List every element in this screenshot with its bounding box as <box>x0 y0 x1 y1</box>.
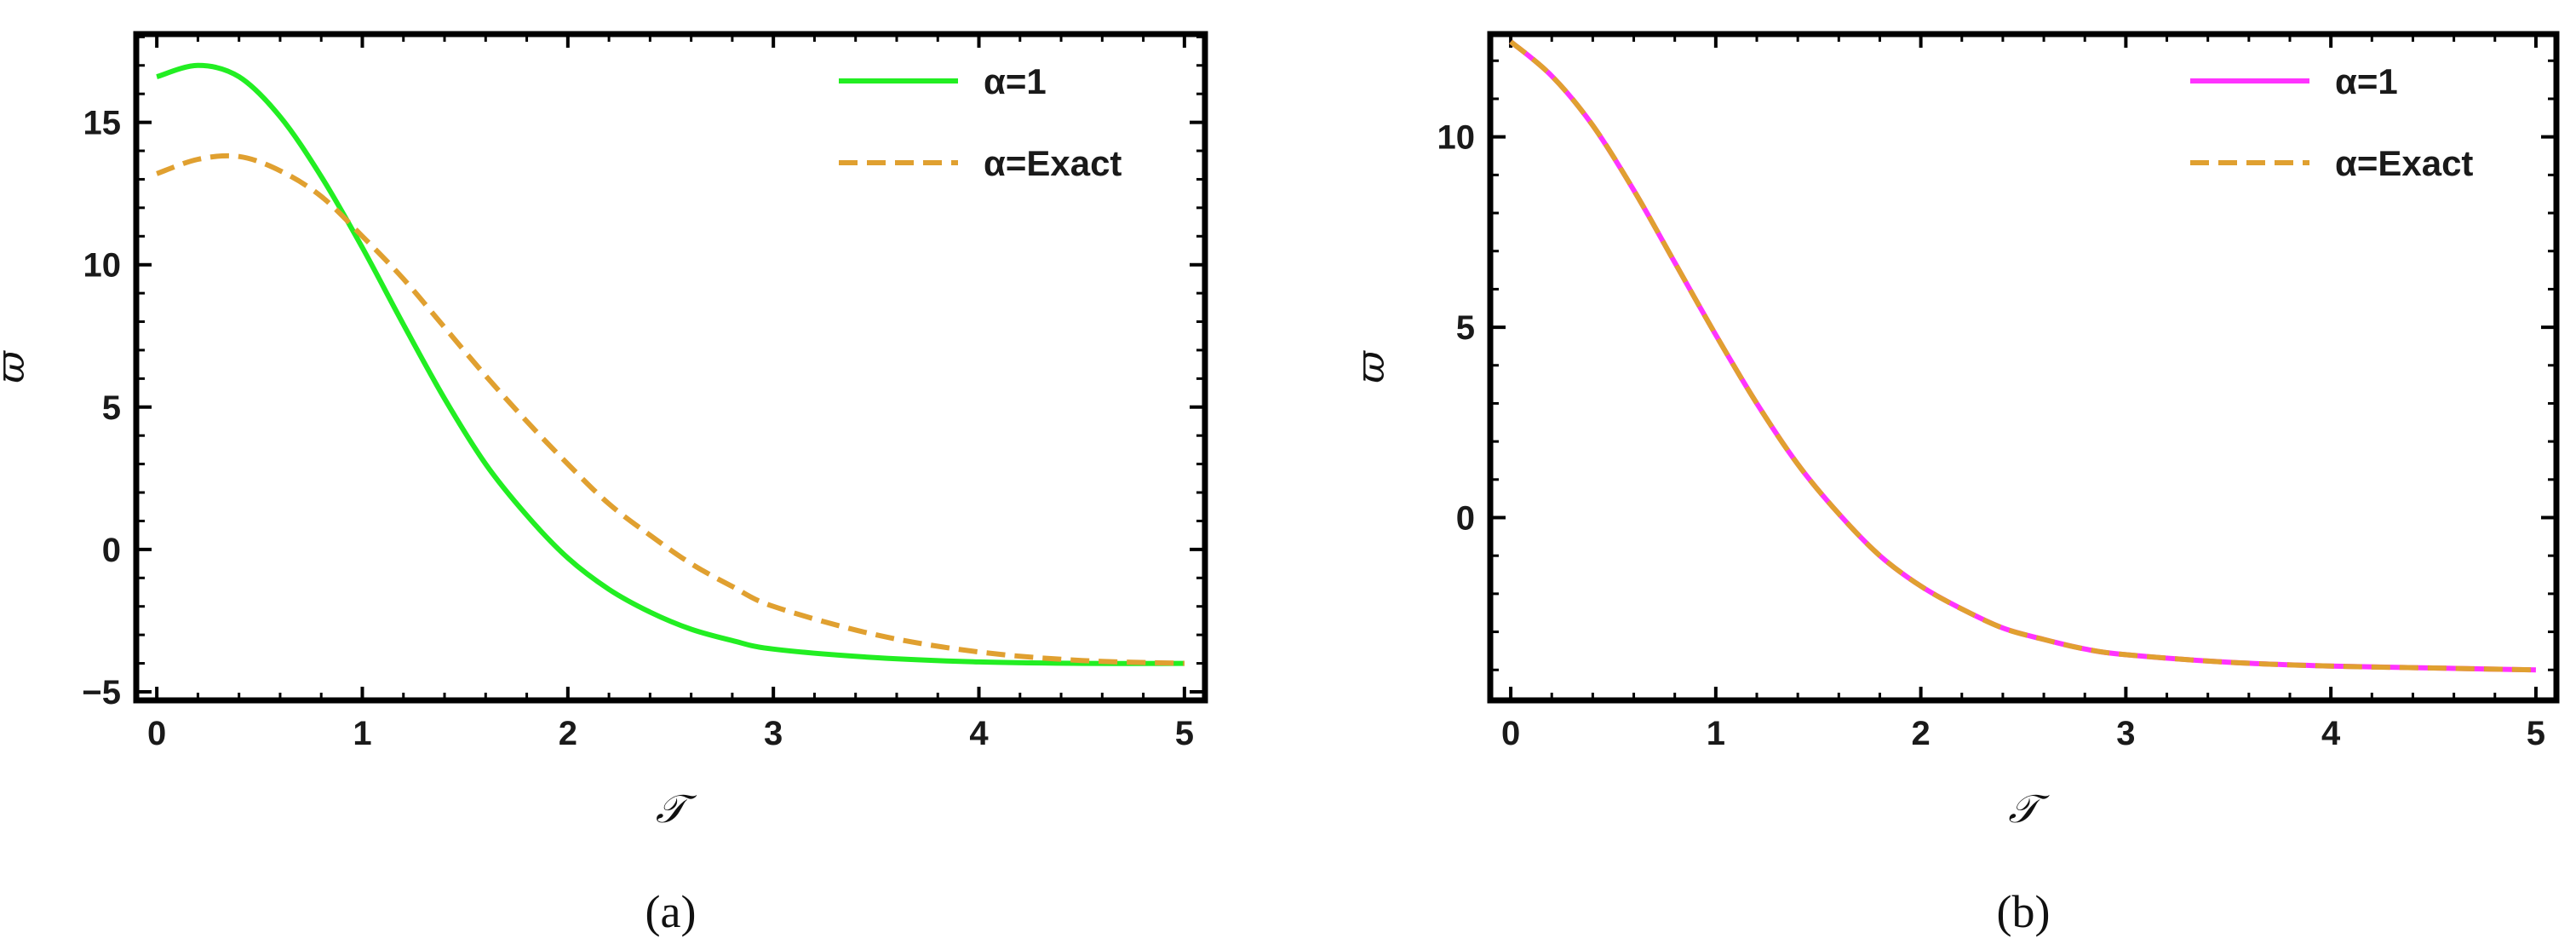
x-tick-label: 1 <box>353 715 371 752</box>
x-axis-label: 𝒯 <box>2008 786 2050 832</box>
panel-caption: (b) <box>1997 886 2051 937</box>
panel-caption: (a) <box>645 886 697 937</box>
y-tick-label: 10 <box>1437 119 1476 157</box>
legend-label: α=1 <box>984 61 1047 101</box>
x-axis-label: 𝒯 <box>656 786 697 832</box>
chart-a: 0 1 2 3 4 5 −5 0 5 10 15 α=1 α=Exact 𝒯ϖ (a) <box>0 31 1208 937</box>
x-tick-label: 0 <box>147 715 166 752</box>
x-tick-label: 1 <box>1707 715 1725 752</box>
x-tick-label: 3 <box>764 715 783 752</box>
x-tick-label: 5 <box>1175 715 1194 752</box>
x-tick-label: 4 <box>969 715 989 752</box>
series-line-alpha-exact <box>1509 39 2536 673</box>
legend-label: α=1 <box>2335 61 2398 101</box>
y-tick-label: 5 <box>102 389 121 427</box>
y-tick-label: −5 <box>82 674 121 711</box>
chart-b: 0 1 2 3 4 5 0 5 10 α=1 α=Exact 𝒯ϖ (b) <box>1347 31 2560 937</box>
x-tick-label: 2 <box>1911 715 1930 752</box>
x-tick-label: 3 <box>2116 715 2135 752</box>
plot-frame <box>133 31 1208 704</box>
y-axis-label: ϖ <box>1347 350 1393 383</box>
plot-frame <box>1487 31 2560 704</box>
y-tick-label: 0 <box>102 532 121 569</box>
series-line-alpha-1 <box>1509 39 2536 673</box>
y-tick-label: 10 <box>83 247 122 285</box>
legend-label: α=Exact <box>2335 143 2473 183</box>
x-tick-label: 2 <box>559 715 577 752</box>
series-line-alpha-1 <box>156 62 1185 666</box>
y-axis-label: ϖ <box>0 350 33 383</box>
legend-label: α=Exact <box>984 143 1122 183</box>
x-tick-label: 0 <box>1501 715 1520 752</box>
y-tick-label: 15 <box>83 105 122 142</box>
series-line-alpha-exact <box>156 153 1185 666</box>
x-tick-label: 5 <box>2527 715 2545 752</box>
y-tick-label: 0 <box>1456 500 1475 538</box>
x-tick-label: 4 <box>2321 715 2341 752</box>
y-tick-label: 5 <box>1456 309 1475 347</box>
